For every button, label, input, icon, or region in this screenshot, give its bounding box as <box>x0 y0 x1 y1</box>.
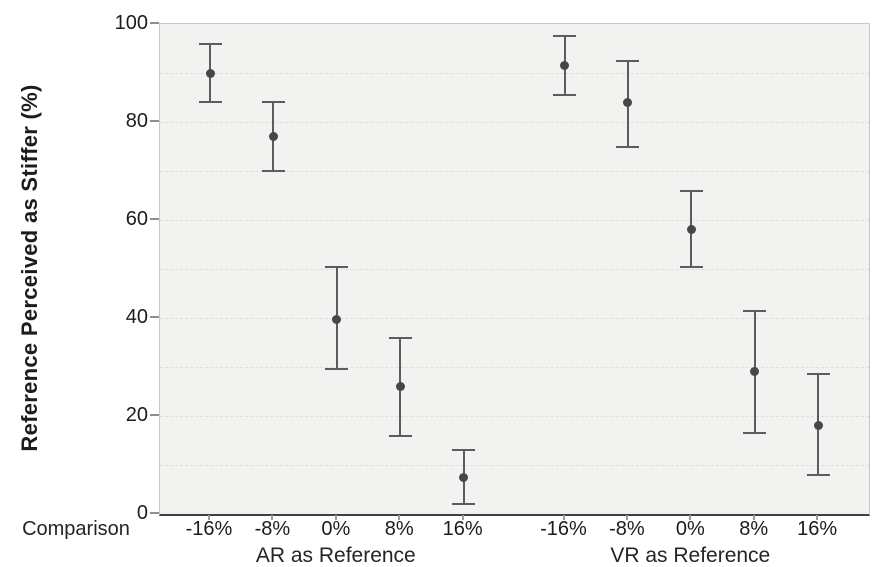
error-bar-cap-top <box>452 449 476 452</box>
y-axis-tick <box>150 316 159 318</box>
error-bar-cap-top <box>679 189 703 192</box>
gridline <box>160 220 869 221</box>
y-tick-label: 60 <box>125 208 148 230</box>
error-bar-cap-top <box>743 309 767 312</box>
error-bar-cap-bottom <box>616 145 640 148</box>
x-tick-label: 16% <box>797 518 838 540</box>
data-point <box>750 367 760 377</box>
error-bar-cap-top <box>198 42 222 45</box>
x-axis-tick <box>271 515 274 520</box>
data-point <box>623 97 633 107</box>
x-axis-tick <box>816 515 819 520</box>
y-axis-tick <box>150 120 159 122</box>
y-tick-label: 20 <box>125 404 148 426</box>
x-tick-label: 16% <box>442 518 483 540</box>
error-bar-cap-bottom <box>325 368 349 371</box>
x-axis-tick <box>334 515 337 520</box>
error-bar-cap-bottom <box>679 265 703 268</box>
data-point <box>560 61 569 71</box>
error-bar-cap-top <box>261 101 285 104</box>
data-point <box>395 382 405 392</box>
x-axis-tick <box>398 515 401 520</box>
x-axis-tick <box>689 515 692 520</box>
error-bar-cap-top <box>388 336 412 339</box>
y-tick-label: 80 <box>125 110 148 132</box>
error-bar-cap-bottom <box>388 434 412 437</box>
facet-axis-title: VR as Reference <box>610 544 771 567</box>
x-axis-tick <box>625 515 628 520</box>
x-tick-label: -16% <box>540 518 587 540</box>
gridline <box>160 171 869 172</box>
y-axis-tick <box>150 22 159 24</box>
x-tick-label: -16% <box>185 518 233 540</box>
gridline <box>160 367 869 368</box>
x-axis-tick <box>461 515 464 520</box>
error-bar-cap-bottom <box>743 432 767 435</box>
data-point <box>332 314 342 324</box>
data-point <box>459 472 469 482</box>
gridline <box>160 122 869 123</box>
x-axis-prefix-label: Comparison <box>22 518 130 540</box>
gridline <box>160 73 869 74</box>
plot-area <box>159 23 870 516</box>
error-bar-cap-bottom <box>261 170 285 172</box>
error-bar-cap-top <box>806 373 830 376</box>
facet-axis-title: AR as Reference <box>255 544 416 567</box>
x-tick-label: 8% <box>739 518 769 540</box>
data-point <box>268 132 278 142</box>
gridline <box>160 465 869 466</box>
data-point <box>686 225 696 235</box>
error-bar-cap-top <box>616 59 640 62</box>
y-axis-tick <box>150 414 159 416</box>
y-axis-tick <box>150 218 159 220</box>
y-tick-label: 100 <box>114 12 148 34</box>
error-bar-cap-bottom <box>452 503 476 506</box>
x-axis-tick <box>208 515 210 520</box>
x-tick-label: -8% <box>254 518 291 540</box>
x-tick-label: 0% <box>675 518 705 540</box>
x-axis-tick <box>752 515 755 520</box>
error-bar-cap-bottom <box>553 94 576 97</box>
x-tick-label: -8% <box>609 518 645 540</box>
y-axis-title: Reference Perceived as Stiffer (%) <box>17 84 42 452</box>
y-tick-label: 0 <box>136 502 148 524</box>
gridline <box>160 318 869 319</box>
x-axis-tick <box>562 515 565 520</box>
y-tick-label: 40 <box>125 306 148 328</box>
y-axis-tick <box>150 512 159 514</box>
error-bar-cap-bottom <box>198 101 222 104</box>
gridline <box>160 416 869 417</box>
x-tick-label: 8% <box>384 518 414 540</box>
gridline <box>160 269 869 270</box>
error-bar-cap-top <box>325 265 349 268</box>
data-point <box>813 421 823 431</box>
error-bar-cap-top <box>553 35 576 38</box>
error-bar-cap-bottom <box>806 473 830 476</box>
data-point <box>205 68 215 78</box>
x-tick-label: 0% <box>321 518 351 540</box>
